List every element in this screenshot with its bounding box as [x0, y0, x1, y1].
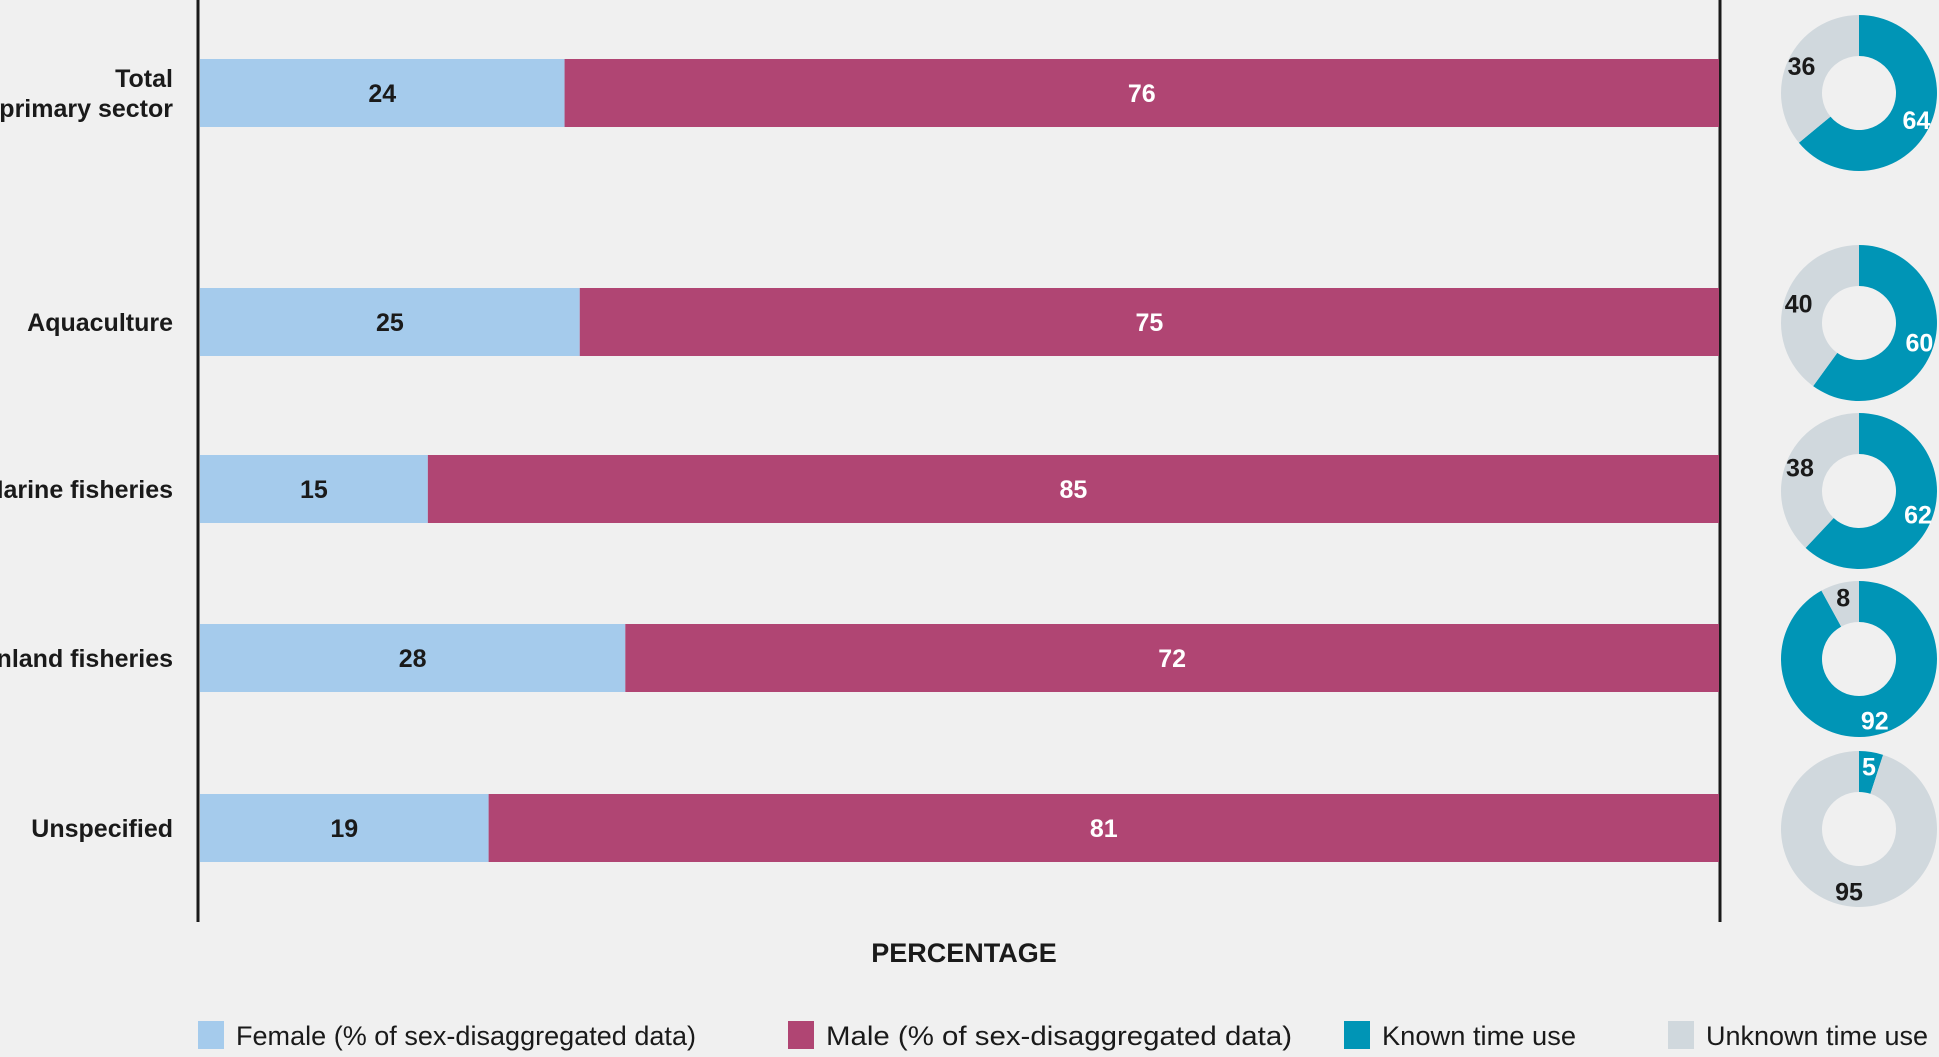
bar-male: [488, 794, 1719, 862]
donut-value-label: 92: [1861, 708, 1889, 736]
donut-unknown-segment: [1781, 15, 1859, 143]
donut-value-label: 64: [1903, 107, 1931, 135]
bar-female: [200, 455, 428, 523]
category-label: Aquaculture: [27, 309, 173, 337]
category-label: Total: [115, 65, 173, 93]
donut-value-label: 60: [1905, 330, 1933, 358]
bar-female: [200, 794, 489, 862]
donut-known-segment: [1798, 15, 1937, 172]
donut-unknown-segment: [1781, 751, 1938, 908]
donut-unknown-segment: [1780, 245, 1859, 387]
bar-value-label: 81: [1090, 815, 1118, 843]
x-axis-label: PERCENTAGE: [871, 938, 1057, 968]
legend-label: Male (% of sex-disaggregated data): [826, 1021, 1292, 1051]
donut-value-label: 36: [1788, 53, 1816, 81]
category-label: Unspecified: [31, 815, 173, 843]
legend-swatch: [1344, 1021, 1370, 1049]
bar-value-label: 76: [1128, 80, 1156, 108]
legend-label: Female (% of sex-disaggregated data): [236, 1021, 696, 1051]
donut-value-label: 62: [1904, 501, 1932, 529]
donut-known-segment: [1859, 751, 1884, 794]
bar-value-label: 19: [330, 815, 358, 843]
bar-male: [579, 288, 1719, 356]
category-label: Marine fisheries: [0, 476, 173, 504]
donut-known-segment: [1805, 413, 1938, 569]
donut-known-segment: [1781, 581, 1937, 737]
legend-swatch: [788, 1021, 814, 1049]
bar-value-label: 28: [399, 645, 427, 673]
bar-male: [427, 455, 1720, 523]
bar-value-label: 24: [368, 80, 396, 108]
donut-value-label: 8: [1836, 584, 1850, 612]
donut-unknown-segment: [1821, 581, 1859, 627]
donut-value-label: 40: [1785, 290, 1813, 318]
donut-unknown-segment: [1780, 413, 1859, 548]
bar-value-label: 75: [1135, 309, 1163, 337]
bar-value-label: 15: [300, 476, 328, 504]
donut-value-label: 95: [1835, 879, 1863, 907]
legend-swatch: [198, 1021, 224, 1049]
legend-label: Unknown time use: [1706, 1021, 1928, 1051]
donut-known-segment: [1813, 245, 1937, 401]
legend-label: Known time use: [1382, 1021, 1576, 1051]
bar-value-label: 72: [1158, 645, 1186, 673]
donut-value-label: 38: [1786, 455, 1814, 483]
bar-value-label: 25: [376, 309, 404, 337]
bar-value-label: 85: [1060, 476, 1088, 504]
bar-female: [200, 59, 565, 127]
bar-male: [625, 624, 1719, 692]
legend-swatch: [1668, 1021, 1694, 1049]
category-label: primary sector: [0, 95, 173, 123]
bar-male: [564, 59, 1719, 127]
bar-female: [200, 624, 626, 692]
bar-female: [200, 288, 580, 356]
category-label: Inland fisheries: [0, 645, 173, 673]
donut-value-label: 5: [1862, 753, 1876, 781]
